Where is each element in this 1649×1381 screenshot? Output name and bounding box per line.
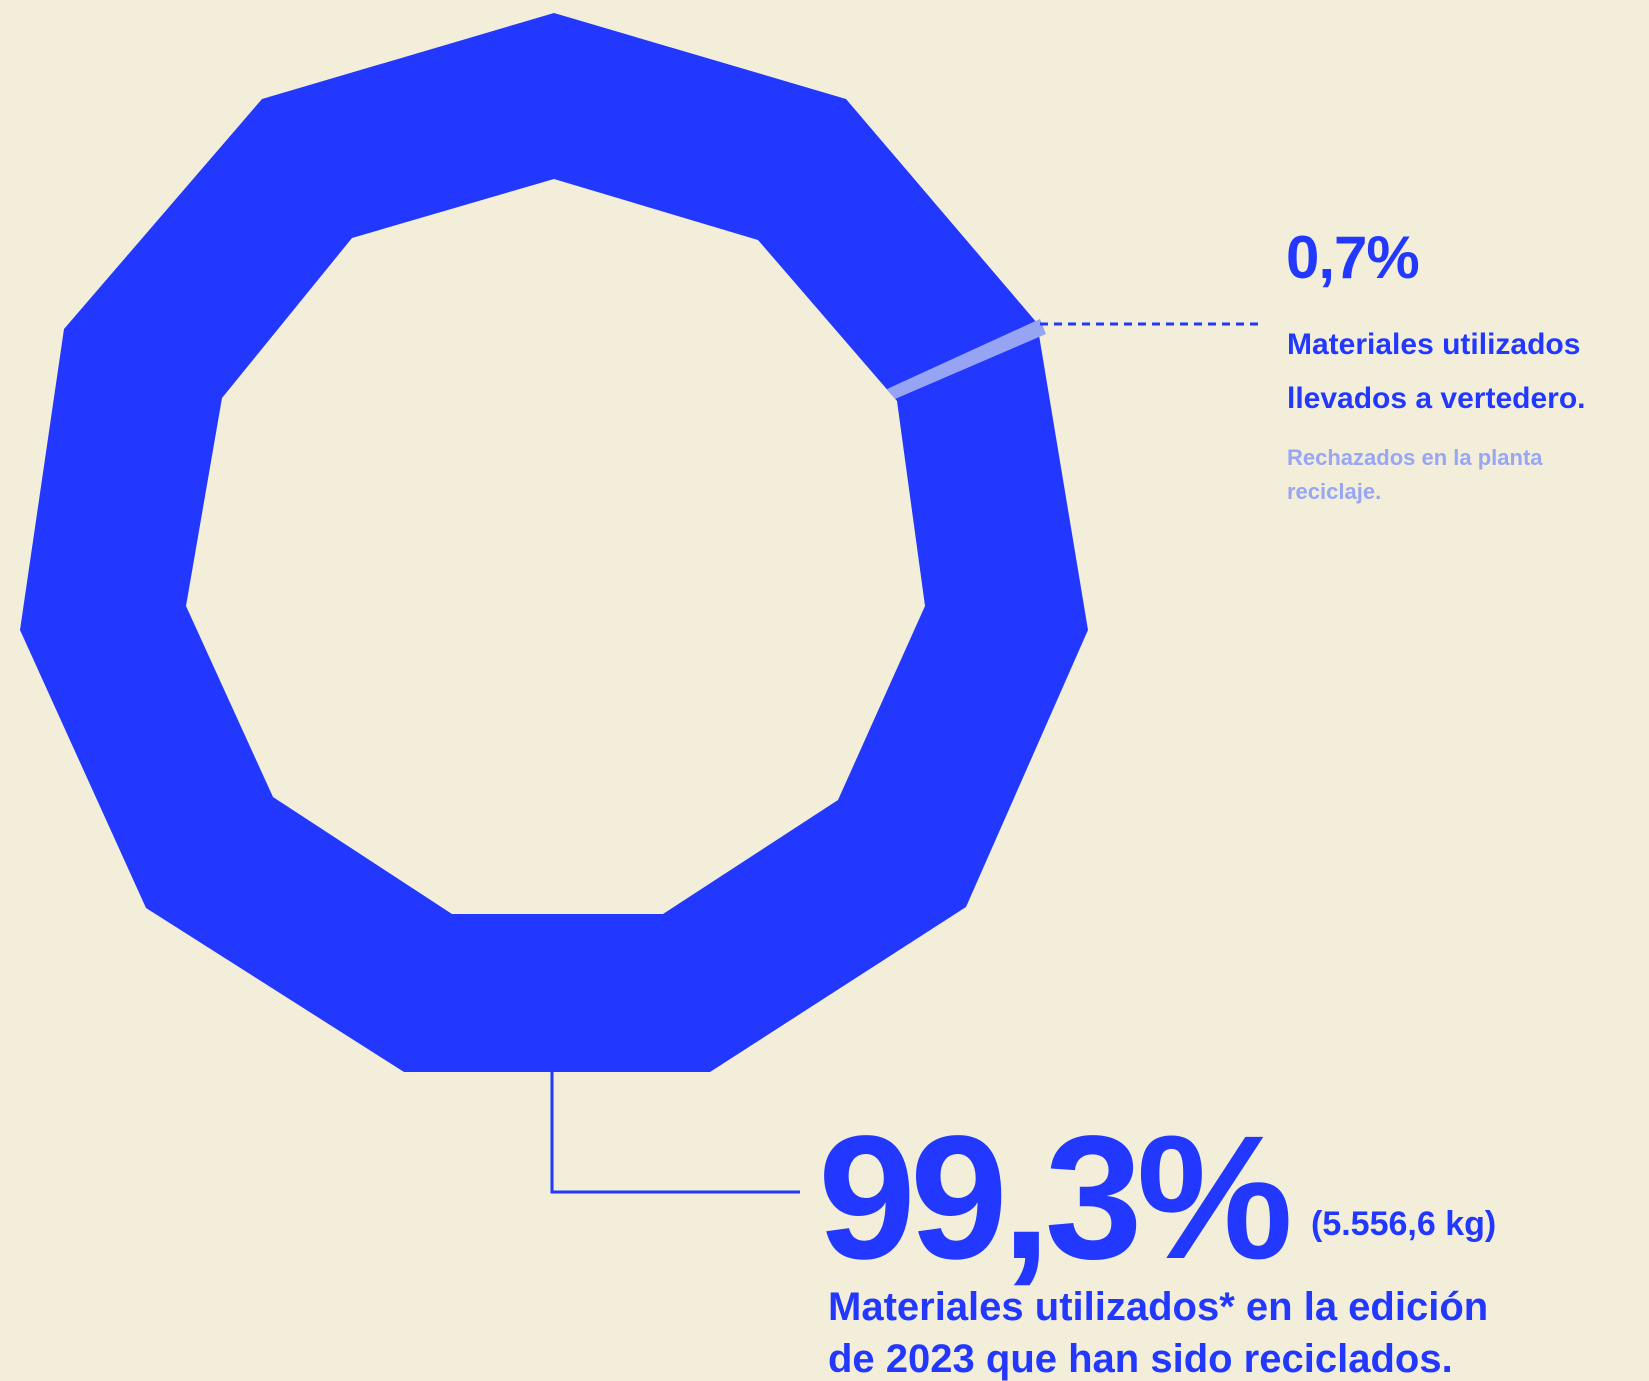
recycled-label-line1: Materiales utilizados* en la edición <box>828 1285 1489 1329</box>
landfill-note-line2: reciclaje. <box>1287 479 1382 504</box>
landfill-segment <box>887 319 1046 399</box>
recycled-percentage: 99,3% <box>818 1100 1293 1296</box>
recycled-segment <box>20 13 1088 1072</box>
landfill-label-line2: llevados a vertedero. <box>1287 382 1586 415</box>
landfill-percentage: 0,7% <box>1286 224 1420 291</box>
recycled-leader-line <box>550 1072 800 1194</box>
recycled-label-line2: de 2023 que han sido reciclados. <box>828 1337 1453 1381</box>
landfill-note-line1: Rechazados en la planta <box>1287 445 1543 470</box>
recycled-weight: (5.556,6 kg) <box>1311 1205 1497 1243</box>
landfill-label-line1: Materiales utilizados <box>1287 328 1581 361</box>
